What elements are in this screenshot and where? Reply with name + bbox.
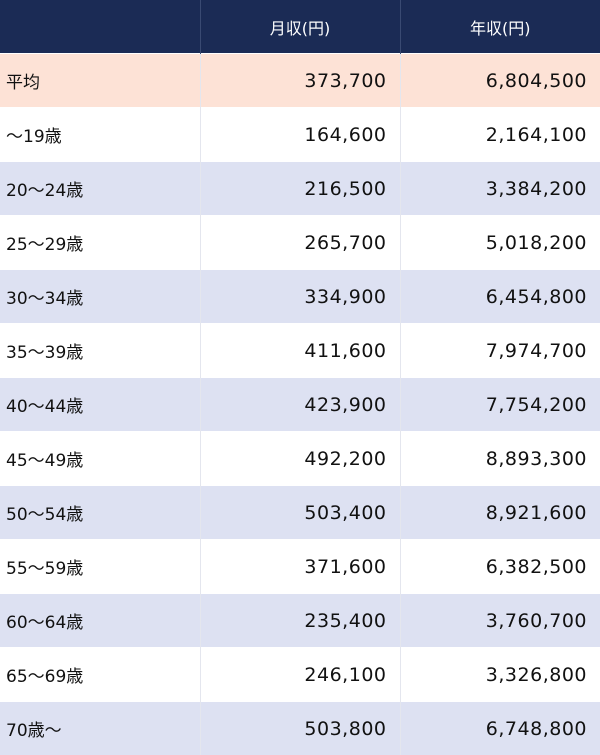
monthly-value: 492,200 [200,432,400,486]
monthly-value: 371,600 [200,540,400,594]
monthly-value: 503,400 [200,486,400,540]
table-row: 25～29歳 265,700 5,018,200 [0,216,600,270]
table-row: 50～54歳 503,400 8,921,600 [0,486,600,540]
table-row: 65～69歳 246,100 3,326,800 [0,648,600,702]
annual-value: 6,454,800 [400,270,600,324]
monthly-value: 235,400 [200,594,400,648]
row-label: 60～64歳 [0,594,200,648]
monthly-value: 503,800 [200,702,400,755]
row-label: 平均 [0,54,200,108]
row-label: 35～39歳 [0,324,200,378]
table-row: 40～44歳 423,900 7,754,200 [0,378,600,432]
row-label: 25～29歳 [0,216,200,270]
annual-value: 6,382,500 [400,540,600,594]
annual-value: 6,804,500 [400,54,600,108]
monthly-value: 334,900 [200,270,400,324]
table-row: ～19歳 164,600 2,164,100 [0,108,600,162]
annual-value: 7,974,700 [400,324,600,378]
monthly-value: 216,500 [200,162,400,216]
row-label: 65～69歳 [0,648,200,702]
table-row: 30～34歳 334,900 6,454,800 [0,270,600,324]
table-header: 月収(円) 年収(円) [0,0,600,54]
table-row: 70歳～ 503,800 6,748,800 [0,702,600,755]
row-label: ～19歳 [0,108,200,162]
header-monthly-income: 月収(円) [200,0,400,54]
row-label: 30～34歳 [0,270,200,324]
monthly-value: 373,700 [200,54,400,108]
table-row: 45～49歳 492,200 8,893,300 [0,432,600,486]
table-row: 35～39歳 411,600 7,974,700 [0,324,600,378]
table-row: 20～24歳 216,500 3,384,200 [0,162,600,216]
monthly-value: 164,600 [200,108,400,162]
table-body: 平均 373,700 6,804,500 ～19歳 164,600 2,164,… [0,54,600,755]
header-annual-income: 年収(円) [400,0,600,54]
row-label: 45～49歳 [0,432,200,486]
row-label: 55～59歳 [0,540,200,594]
annual-value: 5,018,200 [400,216,600,270]
monthly-value: 246,100 [200,648,400,702]
annual-value: 7,754,200 [400,378,600,432]
table-row: 60～64歳 235,400 3,760,700 [0,594,600,648]
annual-value: 8,893,300 [400,432,600,486]
monthly-value: 265,700 [200,216,400,270]
annual-value: 2,164,100 [400,108,600,162]
table-row-average: 平均 373,700 6,804,500 [0,54,600,108]
header-label-cell [0,0,200,54]
header-row: 月収(円) 年収(円) [0,0,600,54]
annual-value: 8,921,600 [400,486,600,540]
table-row: 55～59歳 371,600 6,382,500 [0,540,600,594]
annual-value: 3,326,800 [400,648,600,702]
row-label: 70歳～ [0,702,200,755]
row-label: 40～44歳 [0,378,200,432]
row-label: 20～24歳 [0,162,200,216]
annual-value: 3,760,700 [400,594,600,648]
row-label: 50～54歳 [0,486,200,540]
monthly-value: 411,600 [200,324,400,378]
annual-value: 6,748,800 [400,702,600,755]
annual-value: 3,384,200 [400,162,600,216]
monthly-value: 423,900 [200,378,400,432]
